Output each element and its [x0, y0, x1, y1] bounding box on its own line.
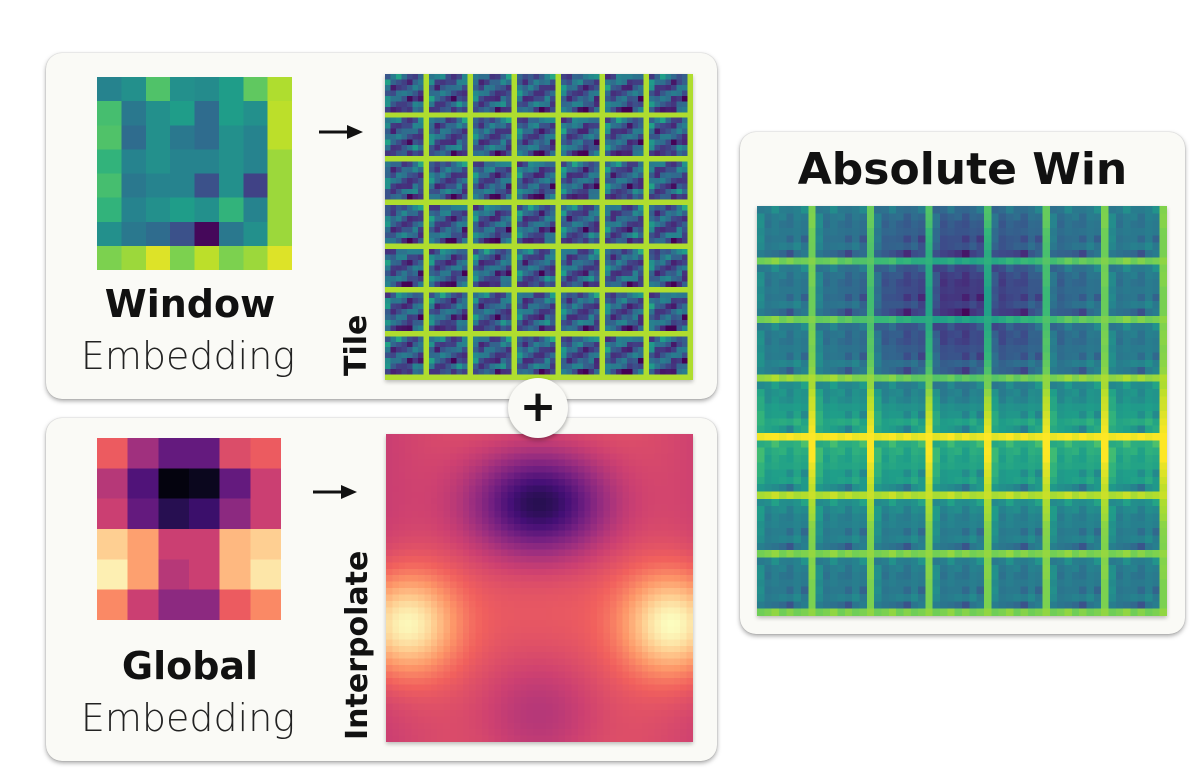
global-embedding-grid [97, 438, 281, 620]
global-title: Global [121, 644, 259, 688]
absolute-win-title: Absolute Win [797, 144, 1128, 195]
absolute-win-grid [757, 206, 1167, 616]
interpolate-label: Interpolate [340, 550, 375, 740]
window-subtitle: Embedding [80, 334, 296, 378]
arrow-right-icon [319, 125, 363, 139]
tile-label: Tile [339, 314, 374, 376]
global-subtitle: Embedding [80, 696, 296, 740]
window-title: Window [104, 282, 276, 326]
tiled-window-grid [385, 74, 693, 380]
interpolated-global-grid [386, 434, 693, 742]
arrow-right-icon [313, 485, 357, 499]
window-embedding-grid [97, 77, 292, 270]
plus-icon: + [508, 378, 568, 438]
